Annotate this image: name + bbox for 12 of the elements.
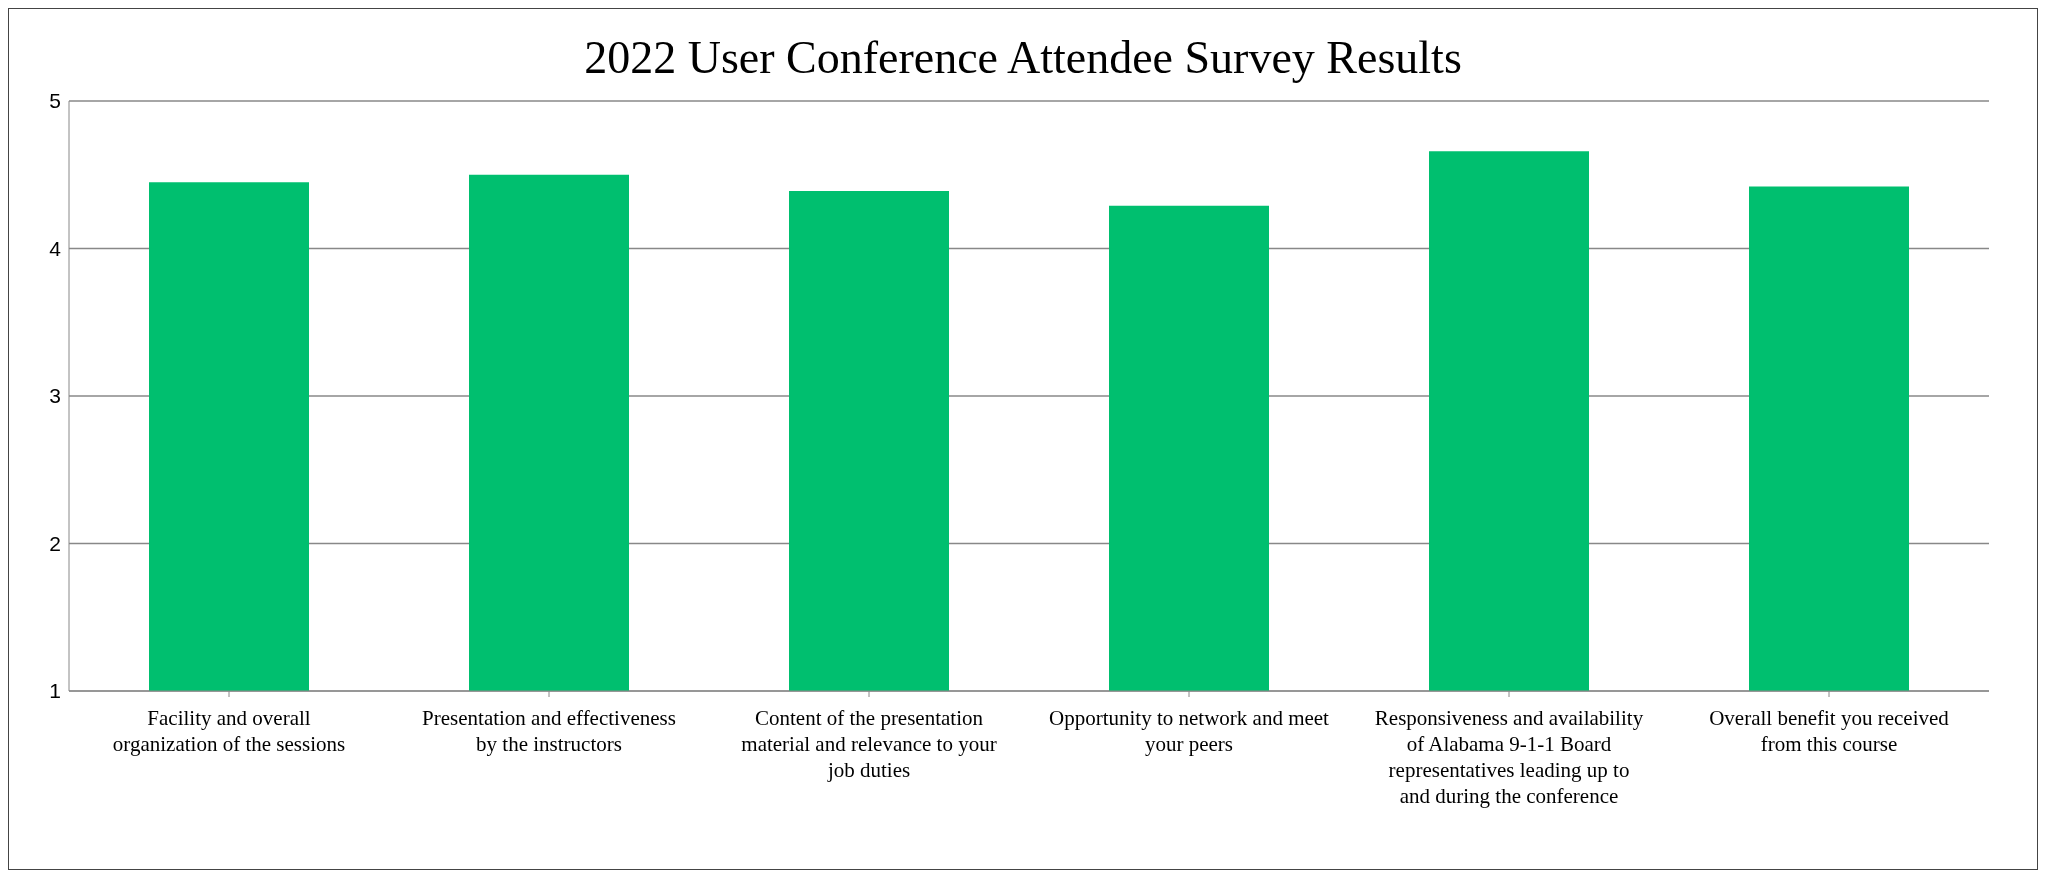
y-tick-label: 2 [49, 531, 61, 555]
x-tick-label: Overall benefit you received from this course [1709, 706, 1950, 756]
x-tick-label: Presentation and effectiveness by the instructors [422, 706, 676, 756]
y-tick-label: 1 [49, 679, 61, 703]
x-tick-label: Content of the presentation material and relevance to your job duties [741, 706, 997, 782]
y-tick-label: 3 [49, 384, 61, 408]
x-tick-label: Facility and overall organization of the sessions [112, 706, 346, 756]
chart-title: 2022 User Conference Attendee Survey Results [583, 31, 1463, 85]
y-tick-label: 4 [49, 236, 62, 260]
x-tick-label: Responsiveness and availability of Alabama 9-1-1 Board representatives leading up to and during the conference [1374, 706, 1644, 808]
x-tick-label: Opportunity to network and meet your peers [1049, 706, 1330, 756]
y-tick-label: 5 [49, 89, 61, 113]
